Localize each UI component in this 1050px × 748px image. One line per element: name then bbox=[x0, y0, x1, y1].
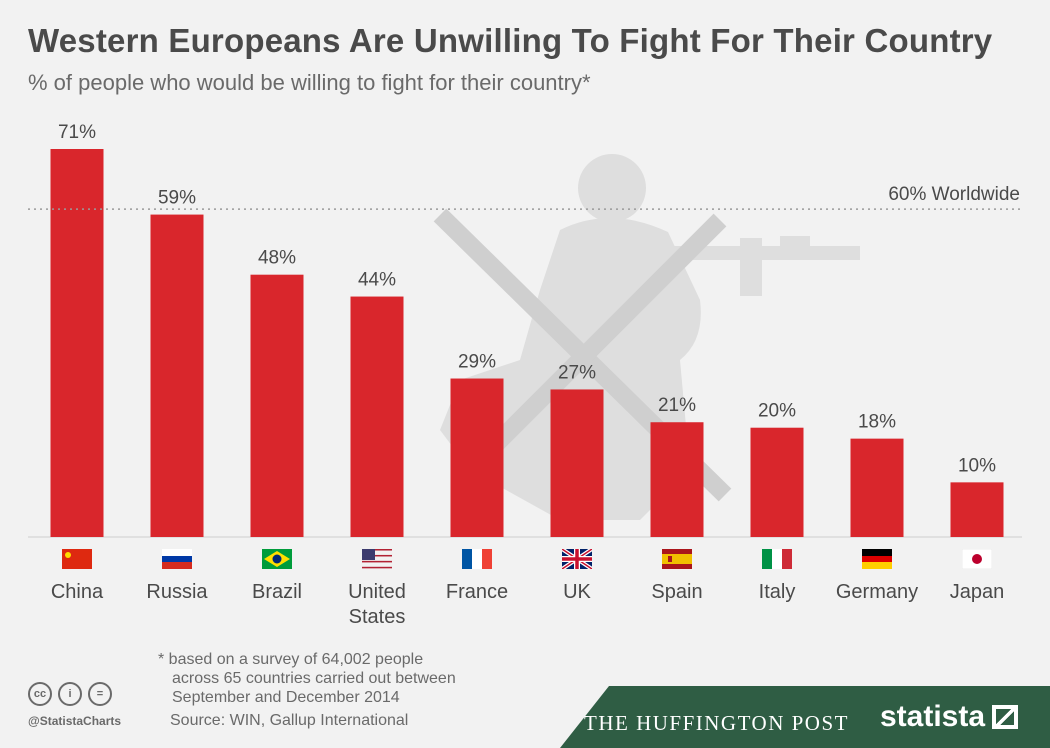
bar-japan bbox=[950, 482, 1004, 537]
license-icons: cc i = bbox=[28, 682, 112, 706]
flag-germany-icon bbox=[862, 549, 892, 569]
bar-china bbox=[50, 149, 104, 537]
category-label-united-states: States bbox=[349, 606, 406, 628]
flag-spain-icon bbox=[662, 549, 692, 569]
value-label-germany: 18% bbox=[858, 412, 896, 433]
statista-logo: statista bbox=[880, 700, 986, 733]
flag-france-icon bbox=[462, 549, 492, 569]
bar-russia bbox=[150, 214, 204, 538]
bar-germany bbox=[850, 438, 904, 537]
footer-band bbox=[560, 686, 1050, 748]
footnote-line: September and December 2014 bbox=[172, 689, 400, 706]
category-label-japan: Japan bbox=[950, 581, 1005, 603]
value-label-italy: 20% bbox=[758, 401, 796, 422]
category-label-france: France bbox=[446, 581, 508, 603]
value-label-uk: 27% bbox=[558, 362, 596, 383]
worldwide-reference-label: 60% Worldwide bbox=[888, 184, 1020, 205]
flag-japan-icon bbox=[962, 549, 992, 569]
flag-russia-icon bbox=[162, 549, 192, 569]
category-label-united-states: United bbox=[348, 581, 406, 603]
statista-logo-icon bbox=[992, 705, 1018, 729]
bar-brazil bbox=[250, 274, 304, 537]
category-label-spain: Spain bbox=[651, 581, 702, 603]
chart-subtitle: % of people who would be willing to figh… bbox=[28, 70, 591, 95]
value-label-spain: 21% bbox=[658, 395, 696, 416]
flag-china-icon bbox=[62, 549, 92, 569]
bar-france bbox=[450, 378, 504, 537]
flag-italy-icon bbox=[762, 549, 792, 569]
bar-united-states bbox=[350, 296, 404, 537]
value-label-russia: 59% bbox=[158, 188, 196, 209]
attribution-icon: i bbox=[58, 682, 82, 706]
flag-uk-icon bbox=[562, 549, 592, 569]
bar-italy bbox=[750, 427, 804, 537]
flag-united-states-icon bbox=[362, 549, 392, 569]
category-label-italy: Italy bbox=[759, 581, 796, 603]
creative-commons-icon: cc bbox=[28, 682, 52, 706]
source-note: Source: WIN, Gallup International bbox=[170, 712, 409, 729]
footnote: * based on a survey of 64,002 people acr… bbox=[158, 650, 578, 707]
no-derivatives-icon: = bbox=[88, 682, 112, 706]
huffington-post-logo: THE HUFFINGTON POST bbox=[584, 711, 849, 735]
category-label-germany: Germany bbox=[836, 581, 918, 603]
value-label-japan: 10% bbox=[958, 455, 996, 476]
social-handle: @StatistaCharts bbox=[28, 714, 122, 728]
value-label-china: 71% bbox=[58, 122, 96, 143]
footnote-line: * based on a survey of 64,002 people bbox=[158, 651, 424, 668]
chart-title: Western Europeans Are Unwilling To Fight… bbox=[28, 22, 993, 59]
category-label-russia: Russia bbox=[146, 581, 208, 603]
category-label-uk: UK bbox=[563, 581, 591, 603]
value-label-united-states: 44% bbox=[358, 270, 396, 291]
category-label-china: China bbox=[51, 581, 104, 603]
category-label-brazil: Brazil bbox=[252, 581, 302, 603]
value-label-france: 29% bbox=[458, 352, 496, 373]
footnote-line: across 65 countries carried out between bbox=[172, 670, 456, 687]
value-label-brazil: 48% bbox=[258, 248, 296, 269]
bar-spain bbox=[650, 422, 704, 537]
flag-brazil-icon bbox=[262, 549, 292, 569]
bar-uk bbox=[550, 389, 604, 537]
